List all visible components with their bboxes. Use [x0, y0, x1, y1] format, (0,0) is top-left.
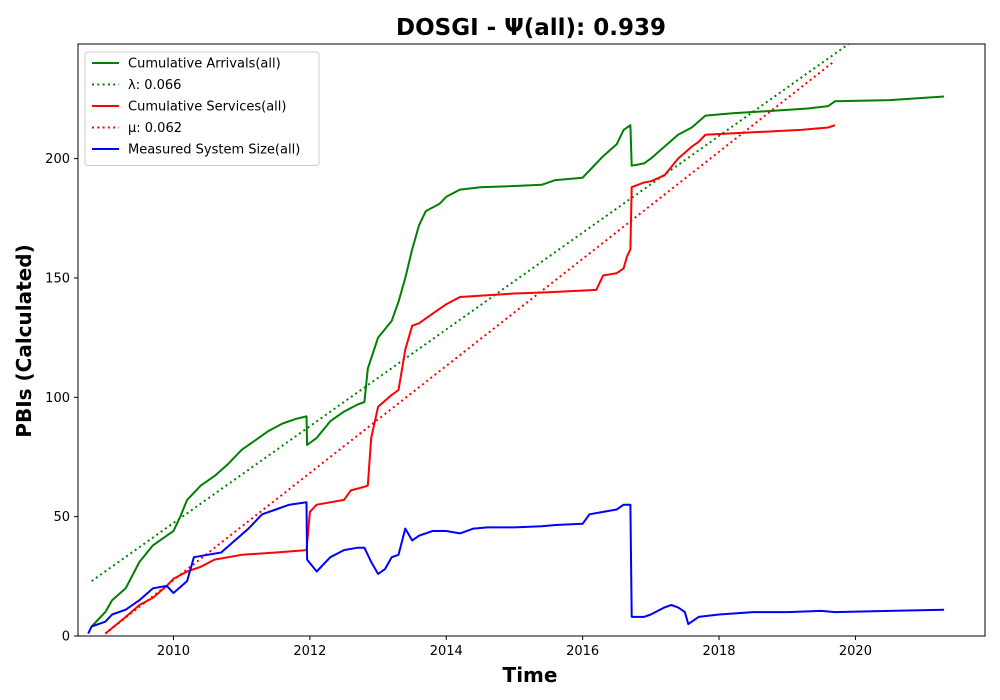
legend-label-4: Measured System Size(all) [128, 143, 300, 158]
legend-box [84, 51, 320, 166]
legend-label-2: Cumulative Services(all) [128, 100, 286, 115]
x-tick-label: 2020 [839, 644, 872, 659]
y-axis-title: PBIs (Calculated) [12, 244, 36, 437]
y-tick-label: 0 [62, 630, 70, 645]
series-line-4 [87, 501, 945, 635]
y-tick-label: 200 [45, 152, 70, 167]
x-tick-label: 2012 [293, 644, 326, 659]
series-line-0 [90, 95, 945, 628]
axes-layer: 2010 2012 2014 2016 2018 2020 0 50 100 150 200 [45, 43, 986, 659]
x-axis-title: Time [503, 663, 558, 687]
y-tick-label: 150 [45, 271, 70, 286]
y-tick-label: 100 [45, 391, 70, 406]
legend-label-1: λ: 0.066 [128, 78, 181, 93]
series-line-2 [104, 124, 836, 635]
series-line-1 [91, 44, 850, 582]
y-tick-label: 50 [53, 510, 70, 525]
legend: Cumulative Arrivals(all) λ: 0.066 Cumulati… [84, 51, 320, 166]
chart-title: DOSGI - Ψ(all): 0.939 [396, 15, 666, 41]
x-tick-label: 2016 [566, 644, 599, 659]
x-tick-label: 2010 [157, 644, 190, 659]
plot-frame [77, 43, 986, 637]
x-tick-label: 2014 [430, 644, 463, 659]
series-line-3 [104, 59, 836, 635]
series-layer [87, 44, 945, 635]
legend-label-0: Cumulative Arrivals(all) [128, 57, 281, 72]
legend-label-3: μ: 0.062 [128, 121, 182, 136]
x-tick-label: 2018 [702, 644, 735, 659]
